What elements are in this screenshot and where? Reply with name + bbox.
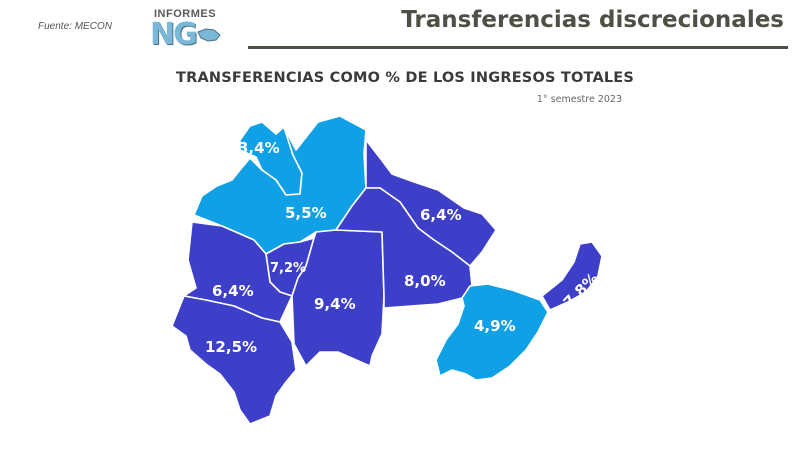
label-southeast: 4,9% (474, 317, 516, 335)
label-center-north: 7,2% (270, 261, 306, 276)
map-outline-icon (197, 28, 221, 42)
label-west: 6,4% (212, 282, 254, 300)
map-subtitle: 1° semestre 2023 (536, 94, 622, 105)
label-east: 8,0% (404, 272, 446, 290)
source-note: Fuente: MECON (38, 21, 112, 32)
logo-big-text: NG (150, 17, 198, 52)
logo-top-text: INFORMES (154, 8, 217, 20)
map-title: TRANSFERENCIAS COMO % DE LOS INGRESOS TO… (176, 70, 635, 86)
label-southwest: 12,5% (205, 338, 257, 356)
label-center: 9,4% (314, 295, 356, 313)
label-north: 5,5% (285, 204, 327, 222)
header-divider (248, 46, 788, 49)
region-southwest[interactable] (171, 295, 297, 425)
page-title: Transferencias discrecionales (401, 7, 784, 33)
informes-ng-logo: INFORMES NG (148, 8, 224, 52)
label-north-inner: 3,4% (238, 139, 280, 157)
region-far-east[interactable] (541, 241, 603, 311)
region-southeast[interactable] (435, 283, 549, 381)
label-northeast: 6,4% (420, 206, 462, 224)
